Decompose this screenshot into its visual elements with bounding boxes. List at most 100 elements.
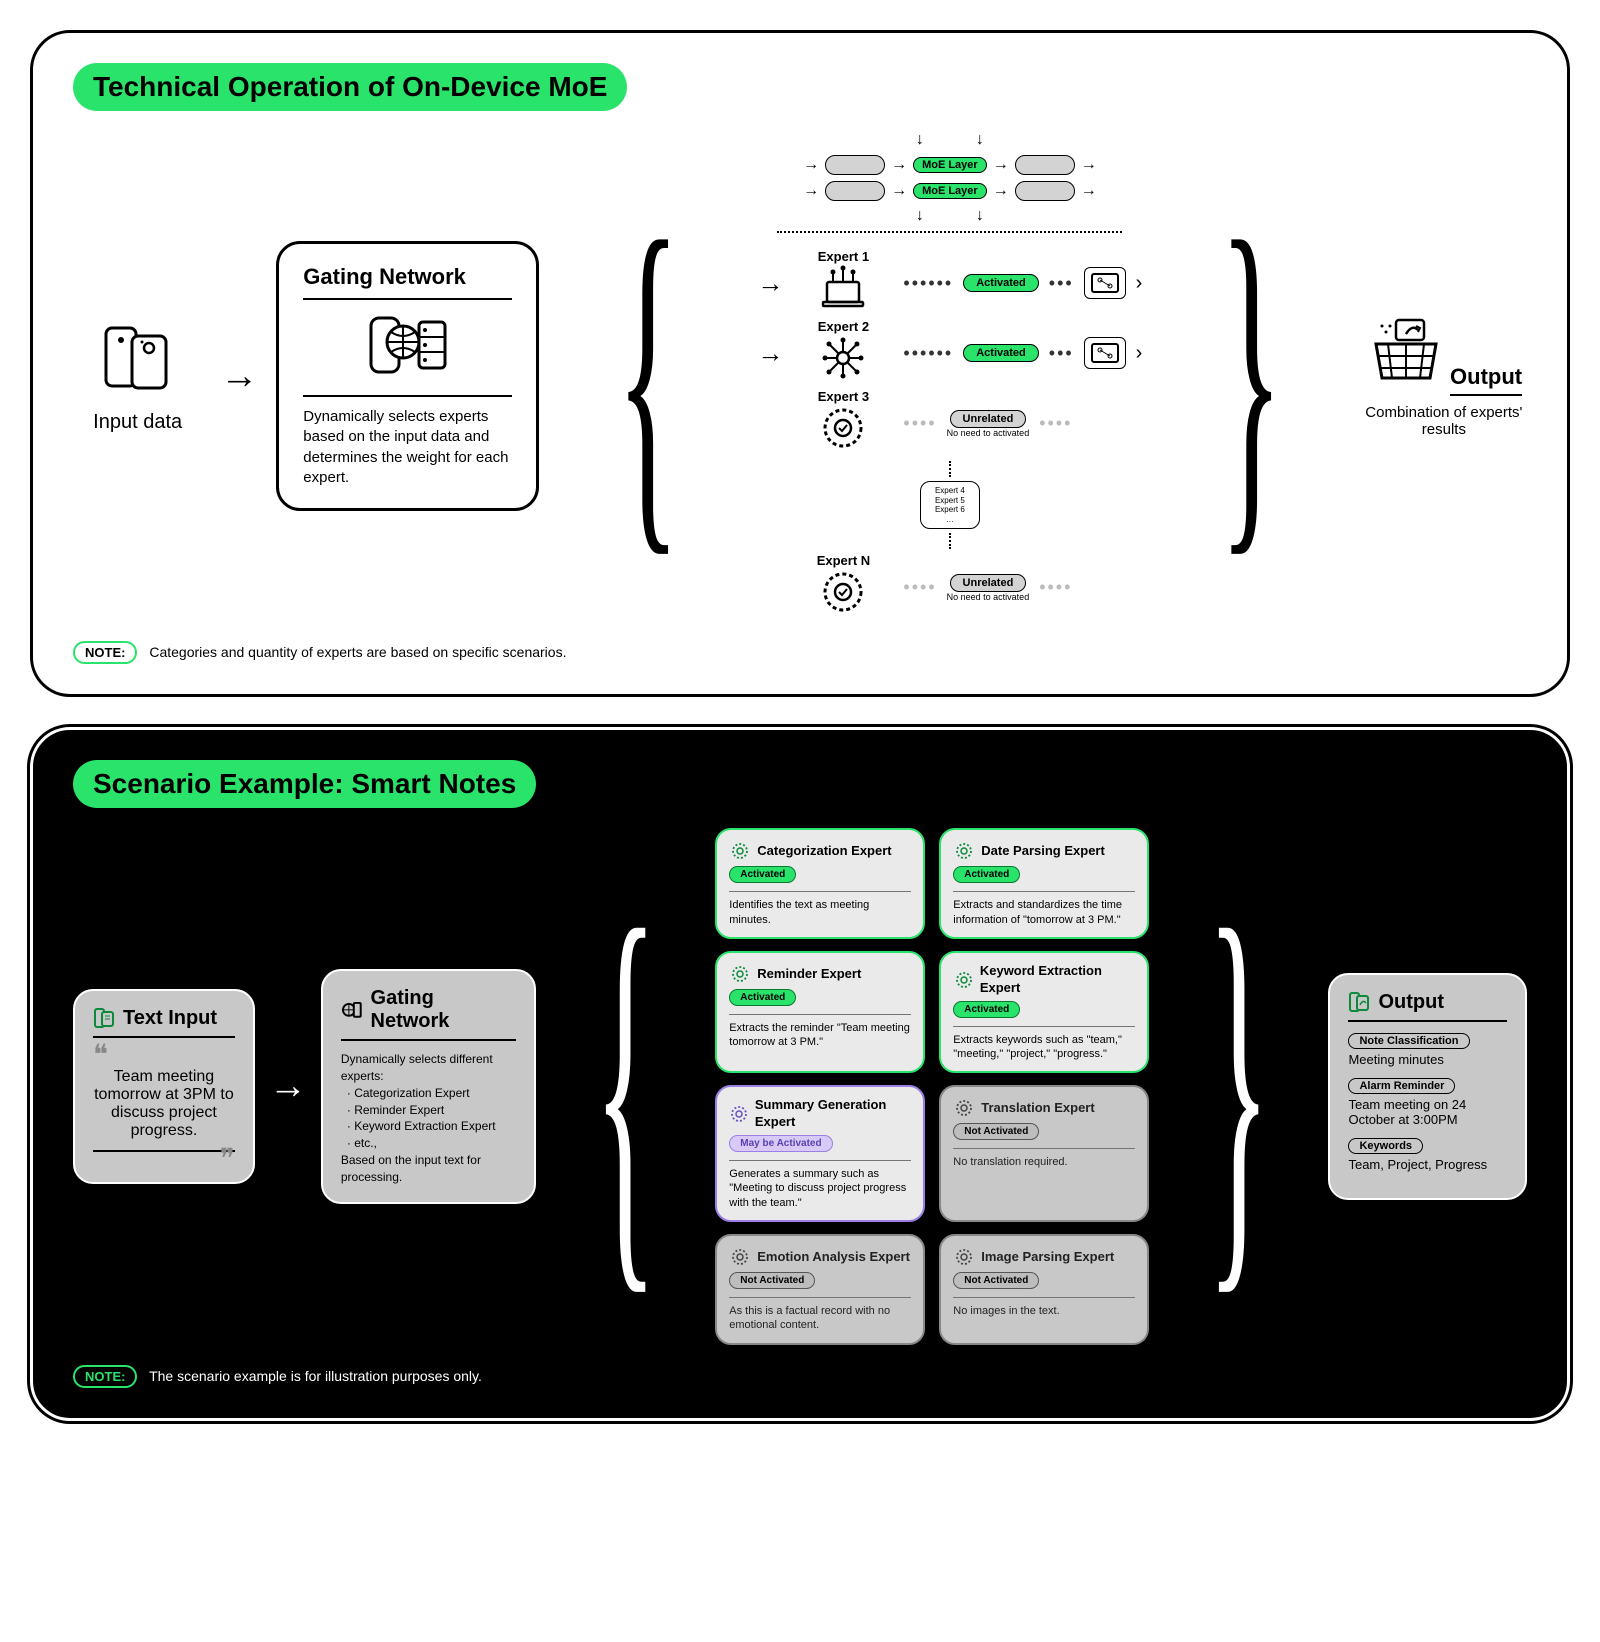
expert-card: Keyword Extraction ExpertActivatedExtrac… bbox=[939, 951, 1149, 1073]
expert-card-title: Image Parsing Expert bbox=[981, 1249, 1114, 1266]
status-badge: Unrelated bbox=[950, 410, 1027, 428]
gating-desc: Dynamically selects experts based on the… bbox=[303, 395, 512, 488]
expert-card-title: Date Parsing Expert bbox=[981, 843, 1105, 860]
quote-open-icon: ❝ bbox=[93, 1048, 235, 1062]
status-badge: May be Activated bbox=[729, 1135, 832, 1152]
moe-layer-pill: MoE Layer bbox=[913, 157, 987, 173]
list-item: Reminder Expert bbox=[347, 1102, 516, 1119]
status-badge: Not Activated bbox=[953, 1272, 1039, 1289]
panel-scenario-example: Scenario Example: Smart Notes Text Input… bbox=[30, 727, 1570, 1420]
output-card: Output Note ClassificationMeeting minute… bbox=[1328, 973, 1527, 1200]
panel1-note: NOTE: Categories and quantity of experts… bbox=[73, 641, 1527, 664]
left-brace-icon: { bbox=[616, 262, 680, 490]
expert-note: No need to activated bbox=[947, 428, 1030, 438]
gear-icon bbox=[819, 568, 867, 616]
gear-icon bbox=[729, 840, 751, 862]
expert-label: Expert 3 bbox=[793, 389, 893, 404]
expert-card: Emotion Analysis Expert Not Activated As t… bbox=[715, 1234, 925, 1345]
laptop-circuit-icon bbox=[819, 264, 867, 312]
expert-label: Expert N bbox=[793, 553, 893, 568]
expert-card-title: Summary Generation Expert bbox=[755, 1097, 911, 1131]
expert-card-desc: Generates a summary such as "Meeting to … bbox=[729, 1167, 911, 1210]
right-brace-icon: } bbox=[1220, 262, 1284, 490]
output-card-title: Output bbox=[1378, 991, 1444, 1014]
expert-note: No need to activated bbox=[947, 592, 1030, 602]
input-data-label: Input data bbox=[73, 411, 202, 434]
expert-card-title: Categorization Expert bbox=[757, 843, 891, 860]
globe-server-icon bbox=[341, 999, 363, 1021]
experts-grid: Categorization Expert Activated Identifies… bbox=[715, 828, 1149, 1344]
expert-card-desc: No images in the text. bbox=[953, 1304, 1135, 1318]
expert-card-desc: Extracts and standardizes the time infor… bbox=[953, 898, 1135, 927]
arrow-icon: → bbox=[220, 357, 258, 395]
note-text: Categories and quantity of experts are b… bbox=[149, 644, 566, 660]
output-desc: Combination of experts' results bbox=[1361, 404, 1527, 438]
status-badge: Not Activated bbox=[729, 1272, 815, 1289]
output-item: Note ClassificationMeeting minutes bbox=[1348, 1032, 1507, 1067]
list-item: Categorization Expert bbox=[347, 1085, 516, 1102]
expert-card: Categorization Expert Activated Identifies… bbox=[715, 828, 925, 939]
input-data-block: Input data bbox=[73, 318, 202, 434]
panel2-title: Scenario Example: Smart Notes bbox=[73, 760, 536, 808]
right-brace-icon: } bbox=[1207, 976, 1270, 1196]
status-badge: Activated bbox=[953, 866, 1020, 883]
expert-row-n: Expert N •••• Unrelated No need to activ… bbox=[757, 553, 1142, 621]
network-node-icon bbox=[819, 334, 867, 382]
expert-label: Expert 2 bbox=[793, 319, 893, 334]
list-item: Keyword Extraction Expert bbox=[347, 1118, 516, 1135]
chip-icon bbox=[1084, 337, 1126, 369]
status-badge: Activated bbox=[963, 274, 1039, 292]
gating-network-card: Gating Network Dynamically selects diffe… bbox=[321, 969, 536, 1203]
output-block: Output Combination of experts' results bbox=[1361, 314, 1527, 438]
expert-card-desc: Identifies the text as meeting minutes. bbox=[729, 898, 911, 927]
status-badge: Activated bbox=[953, 1001, 1020, 1018]
expert-card-desc: Extracts the reminder "Team meeting tomo… bbox=[729, 1021, 911, 1050]
expert-card: Translation ExpertNot ActivatedNo transl… bbox=[939, 1085, 1149, 1222]
output-item-value: Team, Project, Progress bbox=[1348, 1157, 1487, 1172]
text-input-title: Text Input bbox=[123, 1007, 217, 1030]
expert-label: Expert 1 bbox=[793, 249, 893, 264]
gating-intro: Dynamically selects different experts: bbox=[341, 1051, 516, 1085]
moe-layer-pill: MoE Layer bbox=[913, 183, 987, 199]
gear-icon bbox=[953, 969, 974, 991]
output-phone-icon bbox=[1348, 991, 1370, 1013]
gear-icon bbox=[729, 963, 751, 985]
gear-icon bbox=[819, 404, 867, 452]
expert-card-desc: No translation required. bbox=[953, 1155, 1135, 1169]
panel1-body: Input data → Gating Network Dynamically … bbox=[73, 131, 1527, 621]
status-badge: Activated bbox=[729, 989, 796, 1006]
dots-icon: •••••• bbox=[903, 273, 953, 294]
left-brace-icon: { bbox=[594, 976, 657, 1196]
gating-card-title: Gating Network bbox=[371, 987, 517, 1033]
phone-devices-icon bbox=[73, 318, 202, 403]
output-item-label: Alarm Reminder bbox=[1348, 1078, 1455, 1094]
output-item-label: Note Classification bbox=[1348, 1033, 1469, 1049]
output-basket-icon bbox=[1366, 314, 1446, 384]
expert-card: Date Parsing Expert Activated Extracts and… bbox=[939, 828, 1149, 939]
expert-card-title: Emotion Analysis Expert bbox=[757, 1249, 910, 1266]
status-badge: Unrelated bbox=[950, 574, 1027, 592]
expert-card: Image Parsing Expert Not Activated No imag… bbox=[939, 1234, 1149, 1345]
gating-network-box: Gating Network Dynamically selects exper… bbox=[276, 241, 539, 511]
status-badge: Activated bbox=[963, 344, 1039, 362]
more-experts-box: Expert 4Expert 5Expert 6… bbox=[920, 481, 980, 529]
gear-icon bbox=[953, 1246, 975, 1268]
output-item-label: Keywords bbox=[1348, 1138, 1423, 1154]
arrow-icon: → bbox=[269, 1067, 307, 1105]
gating-expert-list: Categorization Expert Reminder Expert Ke… bbox=[341, 1085, 516, 1152]
phone-doc-icon bbox=[93, 1007, 115, 1029]
gear-icon bbox=[953, 1097, 975, 1119]
expert-card-desc: Extracts keywords such as "team," "meeti… bbox=[953, 1033, 1135, 1062]
gear-icon bbox=[953, 840, 975, 862]
gating-outro: Based on the input text for processing. bbox=[341, 1152, 516, 1186]
moe-row-1: ↓↓ bbox=[757, 131, 1142, 149]
output-item: Alarm ReminderTeam meeting on 24 October… bbox=[1348, 1077, 1507, 1127]
panel-technical-operation: Technical Operation of On-Device MoE Inp… bbox=[30, 30, 1570, 697]
panel2-body: Text Input ❝ Team meeting tomorrow at 3P… bbox=[73, 828, 1527, 1344]
moe-layers-diagram: ↓↓ →→ MoE Layer →→ →→ MoE Layer →→ ↓↓ bbox=[757, 131, 1142, 233]
experts-column: ↓↓ →→ MoE Layer →→ →→ MoE Layer →→ ↓↓ bbox=[757, 131, 1142, 621]
expert-card: Summary Generation Expert May be Activate… bbox=[715, 1085, 925, 1222]
status-badge: Activated bbox=[729, 866, 796, 883]
expert-card-desc: As this is a factual record with no emot… bbox=[729, 1304, 911, 1333]
text-input-card: Text Input ❝ Team meeting tomorrow at 3P… bbox=[73, 989, 255, 1184]
